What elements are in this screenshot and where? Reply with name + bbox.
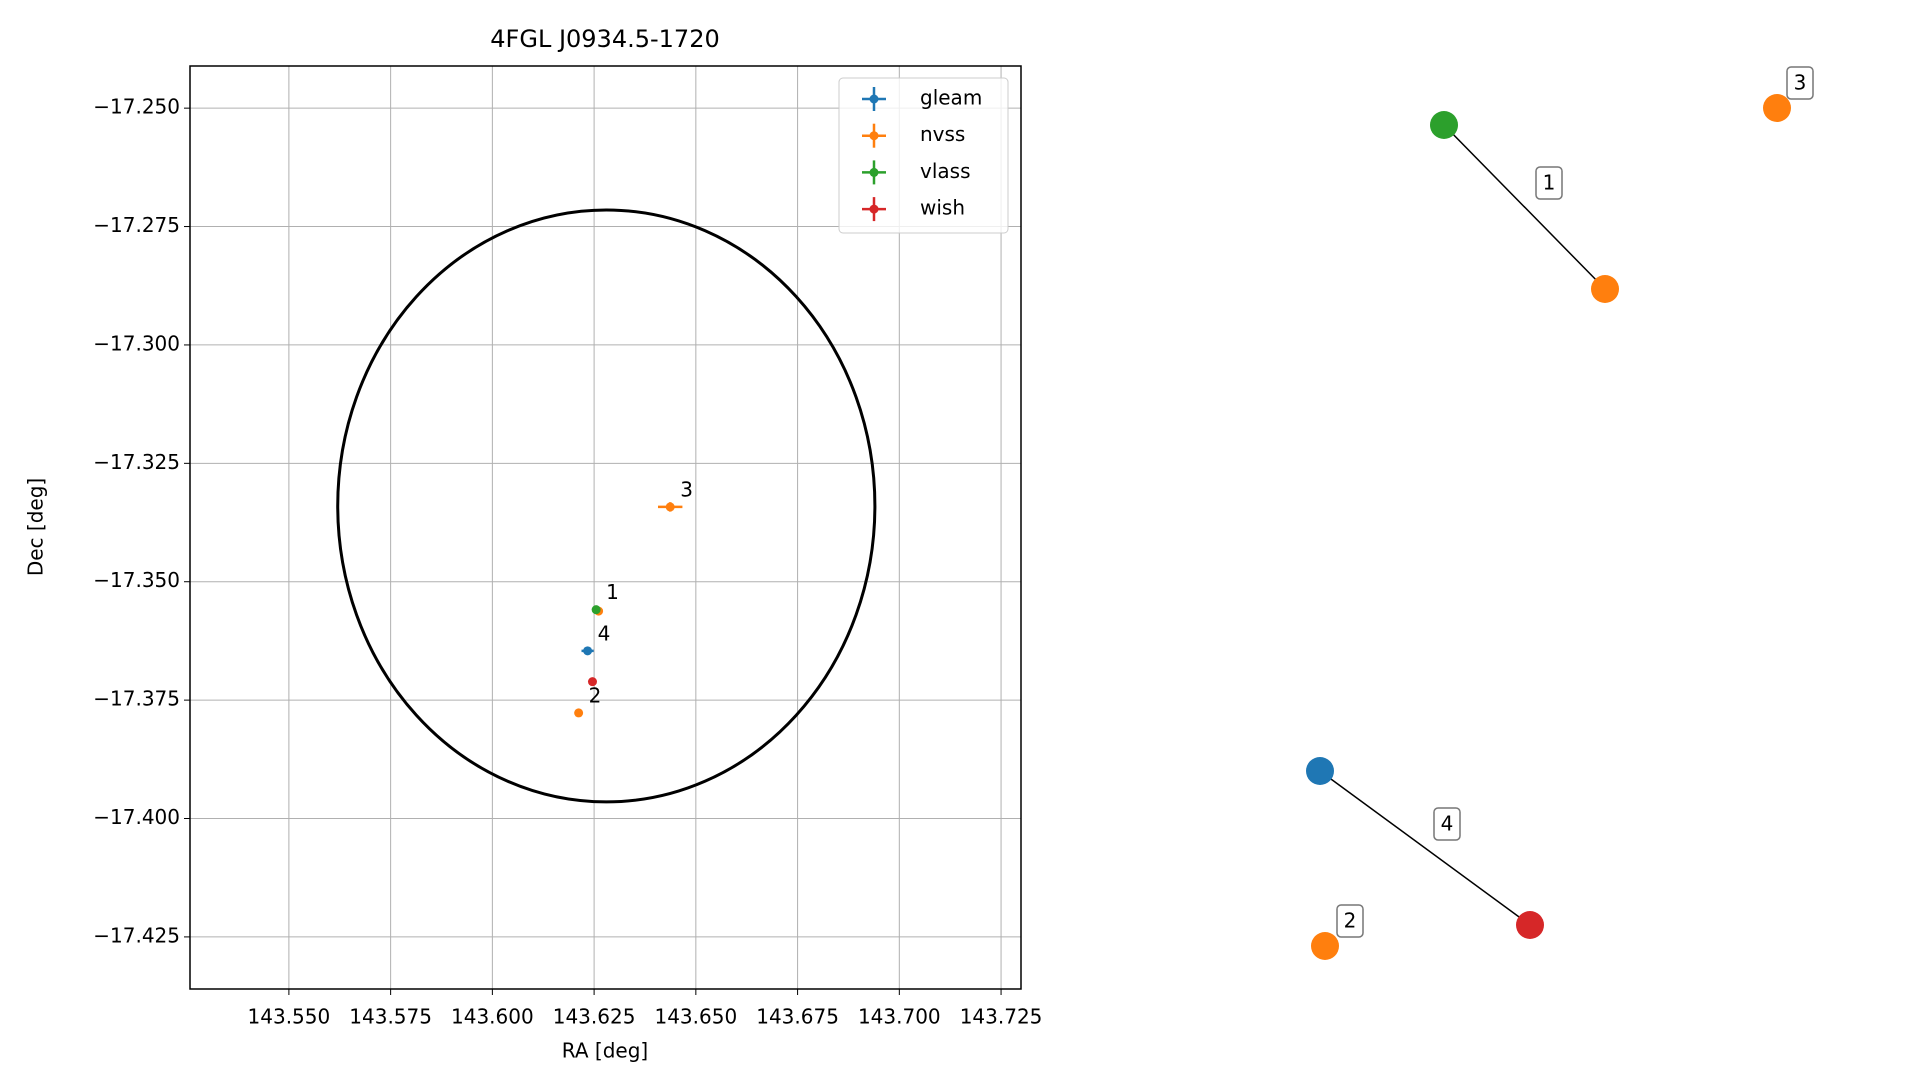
- label-box: [1336, 904, 1364, 938]
- y-tick-label: −17.350: [93, 568, 180, 592]
- legend-label: vlass: [920, 159, 971, 183]
- legend-icon: [869, 94, 879, 104]
- node: [1311, 932, 1339, 960]
- y-axis-label: Dec [deg]: [24, 478, 48, 576]
- edge: [1443, 124, 1606, 290]
- x-tick-label: 143.725: [960, 1005, 1043, 1029]
- point: [583, 646, 593, 656]
- legend-icon: [869, 131, 879, 141]
- group-label: 4: [1441, 812, 1454, 836]
- label-box: [1786, 66, 1814, 100]
- group-label: 2: [1344, 909, 1357, 933]
- label-box: [1535, 166, 1563, 200]
- axes-frame: [189, 65, 1022, 990]
- chart-title: 4FGL J0934.5-1720: [490, 25, 719, 53]
- annotation: 3: [680, 477, 693, 501]
- node: [1306, 757, 1334, 785]
- legend-label: wish: [920, 196, 965, 220]
- legend: gleam nvss vlass wish: [838, 77, 1009, 234]
- y-tick-label: −17.425: [93, 923, 180, 947]
- x-tick-label: 143.550: [248, 1005, 331, 1029]
- node: [1430, 111, 1458, 139]
- node: [1516, 911, 1544, 939]
- legend-icon: [869, 167, 879, 177]
- group-label: 3: [1794, 71, 1807, 95]
- y-tick-label: −17.250: [93, 95, 180, 119]
- node: [1763, 94, 1791, 122]
- label-box: [1433, 807, 1461, 841]
- annotation: 2: [589, 683, 602, 707]
- legend-box: [838, 77, 1009, 234]
- x-tick-label: 143.700: [858, 1005, 941, 1029]
- y-tick-label: −17.375: [93, 687, 180, 711]
- localization-region: [336, 208, 877, 804]
- legend-label: gleam: [920, 86, 982, 110]
- y-tick-label: −17.325: [93, 450, 180, 474]
- y-tick-label: −17.400: [93, 805, 180, 829]
- x-tick-label: 143.675: [756, 1005, 839, 1029]
- point: [591, 605, 601, 615]
- annotation: 4: [598, 621, 611, 645]
- x-tick-label: 143.625: [553, 1005, 636, 1029]
- legend-label: nvss: [920, 122, 965, 146]
- point: [574, 708, 584, 718]
- x-tick-label: 143.650: [654, 1005, 737, 1029]
- group-label: 1: [1543, 171, 1556, 195]
- node: [1591, 275, 1619, 303]
- edge: [1319, 770, 1531, 926]
- legend-icon: [869, 204, 879, 214]
- x-axis-label: RA [deg]: [562, 1039, 648, 1063]
- y-tick-label: −17.275: [93, 213, 180, 237]
- y-tick-label: −17.300: [93, 331, 180, 355]
- point: [665, 502, 675, 512]
- x-tick-label: 143.600: [451, 1005, 534, 1029]
- annotation: 1: [606, 580, 619, 604]
- point: [587, 677, 597, 687]
- x-tick-label: 143.575: [349, 1005, 432, 1029]
